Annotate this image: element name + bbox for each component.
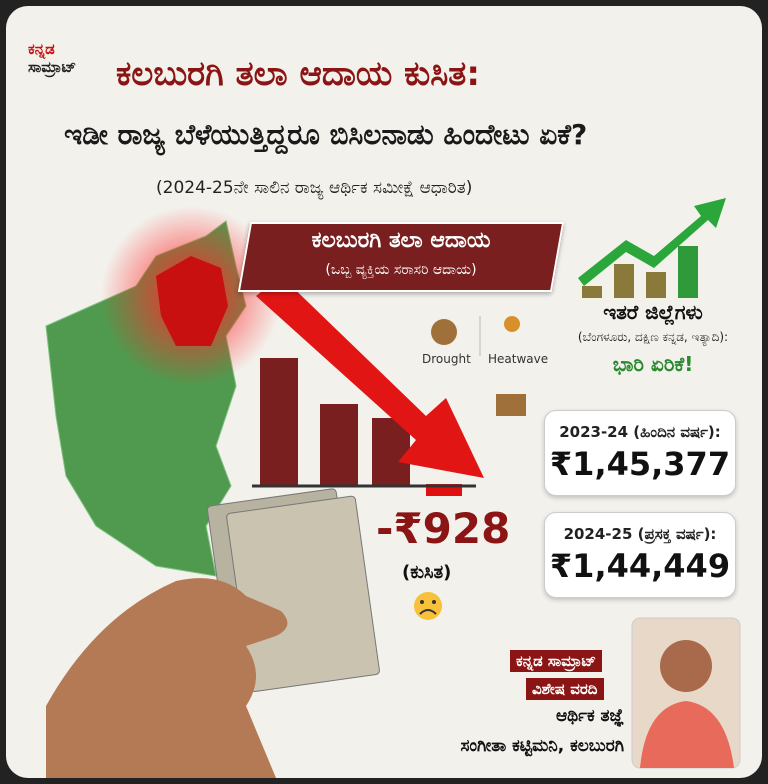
byline-role: ಆರ್ಥಿಕ ತಜ್ಞೆ	[555, 706, 624, 726]
byline-brand: ಕನ್ನಡ ಸಾಮ್ರಾಟ್	[510, 650, 603, 672]
byline-author: ಸಂಗೀತಾ ಕಟ್ಟಿಮನಿ, ಕಲಬುರಗಿ	[460, 736, 624, 756]
banner-subtitle: (ಒಬ್ಬ ವ್ಯಕ್ತಿಯ ಸರಾಸರಿ ಆದಾಯ)	[325, 262, 477, 278]
icon-label: Heatwave	[488, 352, 549, 366]
banner-title: ಕಲಬುರಗಿ ತಲಾ ಆದಾಯ	[311, 228, 491, 253]
emoji-eye	[432, 600, 436, 604]
others-examples: (ಬೆಂಗಳೂರು, ದಕ್ಷಿಣ ಕನ್ನಡ, ಇತ್ಯಾದಿ):	[577, 330, 729, 344]
brand-line: ಕನ್ನಡ	[28, 40, 55, 58]
down-arrow	[256, 276, 484, 478]
drought-icon	[431, 319, 457, 345]
brand-logo: ಕನ್ನಡ ಸಾಮ್ರಾಟ್	[28, 40, 76, 76]
bar	[614, 264, 634, 298]
drop-amount: -₹928	[376, 504, 511, 553]
byline-tag: ವಿಶೇಷ ವರದಿ	[526, 678, 604, 700]
bar	[260, 358, 298, 486]
bar	[678, 246, 698, 298]
drop-label: (ಕುಸಿತ)	[402, 562, 452, 583]
hand	[46, 578, 288, 778]
up-arrow	[578, 198, 726, 286]
bar	[582, 286, 602, 298]
emoji-eye	[420, 600, 424, 604]
portrait-face	[660, 640, 712, 692]
sad-emoji	[414, 592, 442, 620]
card-amount: ₹1,44,449	[549, 547, 731, 585]
subtitle: ಇಡೀ ರಾಜ್ಯ ಬೆಳೆಯುತ್ತಿದ್ದರೂ ಬಿಸಿಲನಾಡು ಹಿಂದ…	[64, 118, 588, 151]
portrait-saree	[640, 701, 734, 768]
emoji-mouth	[419, 609, 437, 615]
factory-icon	[496, 394, 526, 416]
card: 2024-25 (ಪ್ರಸಕ್ತ ವರ್ಷ): ₹1,44,449	[544, 512, 736, 598]
others-title: ಇತರೆ ಜಿಲ್ಲೆಗಳು	[603, 300, 703, 324]
bar	[372, 418, 410, 486]
bar	[646, 272, 666, 298]
card-label: 2023-24 (ಹಿಂದಿನ ವರ್ಷ):	[559, 423, 721, 441]
bar	[320, 404, 358, 486]
brand-line: ಸಾಮ್ರಾಟ್	[28, 58, 77, 76]
heatwave-icon	[504, 316, 520, 332]
icon-label: Drought	[422, 352, 471, 366]
title: ಕಲಬುರಗಿ ತಲಾ ಆದಾಯ ಕುಸಿತ:	[116, 54, 480, 94]
district	[156, 256, 228, 346]
card: 2023-24 (ಹಿಂದಿನ ವರ್ಷ): ₹1,45,377	[544, 410, 736, 496]
card-label: 2024-25 (ಪ್ರಸಕ್ತ ವರ್ಷ):	[563, 525, 717, 543]
others-result: ಭಾರಿ ಏರಿಕೆ!	[612, 352, 694, 376]
card-amount: ₹1,45,377	[549, 445, 731, 483]
source: (2024-25ನೇ ಸಾಲಿನ ರಾಜ್ಯ ಆರ್ಥಿಕ ಸಮೀಕ್ಷೆ ಆಧ…	[156, 178, 473, 198]
artwork	[45, 198, 741, 778]
infographic: ಕನ್ನಡ ಸಾಮ್ರಾಟ್ ಕಲಬುರಗಿ ತಲಾ ಆದಾಯ ಕುಸಿತ: ಇ…	[6, 6, 762, 778]
